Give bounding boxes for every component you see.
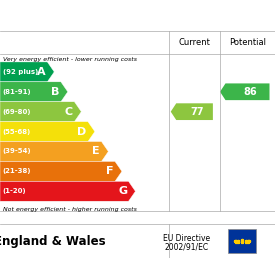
FancyBboxPatch shape xyxy=(228,230,256,253)
Polygon shape xyxy=(0,82,68,102)
Polygon shape xyxy=(0,181,135,201)
Text: (92 plus): (92 plus) xyxy=(3,69,38,75)
Text: 77: 77 xyxy=(191,107,204,117)
Text: 86: 86 xyxy=(243,87,257,97)
Text: C: C xyxy=(65,107,73,117)
Text: (55-68): (55-68) xyxy=(3,128,31,135)
Text: G: G xyxy=(118,186,127,196)
Polygon shape xyxy=(171,103,213,120)
Polygon shape xyxy=(0,122,95,142)
Text: F: F xyxy=(106,166,114,176)
Polygon shape xyxy=(220,83,270,100)
Text: (39-54): (39-54) xyxy=(3,149,31,155)
Text: (69-80): (69-80) xyxy=(3,109,31,115)
Text: 2002/91/EC: 2002/91/EC xyxy=(165,243,209,252)
Text: EU Directive: EU Directive xyxy=(163,234,211,243)
Text: England & Wales: England & Wales xyxy=(0,235,105,248)
Polygon shape xyxy=(0,62,54,82)
Text: B: B xyxy=(51,87,59,97)
Text: Potential: Potential xyxy=(229,38,266,47)
Text: E: E xyxy=(92,147,100,157)
Text: Energy Efficiency Rating: Energy Efficiency Rating xyxy=(33,8,242,23)
Text: (81-91): (81-91) xyxy=(3,89,31,95)
Text: Not energy efficient - higher running costs: Not energy efficient - higher running co… xyxy=(3,207,137,212)
Text: D: D xyxy=(77,127,87,136)
Text: A: A xyxy=(37,67,46,77)
Text: (21-38): (21-38) xyxy=(3,168,31,174)
Polygon shape xyxy=(0,102,81,122)
Polygon shape xyxy=(0,162,122,181)
Polygon shape xyxy=(0,142,108,162)
Text: (1-20): (1-20) xyxy=(3,188,26,194)
Text: Current: Current xyxy=(179,38,210,47)
Text: Very energy efficient - lower running costs: Very energy efficient - lower running co… xyxy=(3,57,137,61)
